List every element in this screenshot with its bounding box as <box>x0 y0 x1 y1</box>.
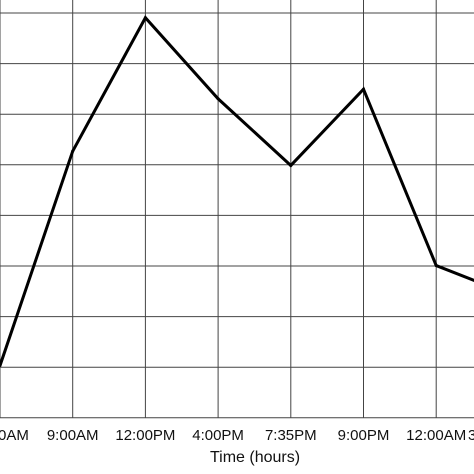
x-tick-label: 7:35PM <box>265 427 317 444</box>
x-tick-label: 9:00PM <box>338 427 390 444</box>
x-tick-label: 9:00AM <box>47 427 99 444</box>
x-tick-label-partial: 3 <box>468 427 474 444</box>
series-line <box>0 15 474 367</box>
x-axis-label: Time (hours) <box>210 449 300 466</box>
data-point <box>143 16 147 20</box>
x-tick-label-partial: 0AM <box>0 427 29 444</box>
data-point <box>362 87 365 91</box>
data-points <box>0 16 438 368</box>
data-point <box>434 264 438 268</box>
data-point <box>216 97 220 101</box>
x-tick-label: 12:00AM <box>406 427 466 444</box>
data-point <box>0 364 2 368</box>
grid <box>0 0 474 419</box>
x-tick-labels: 9:00AM 12:00PM 4:00PM 7:35PM 9:00PM 12:00AM 0A… <box>0 427 474 444</box>
data-point <box>71 149 75 153</box>
x-tick-label: 4:00PM <box>192 427 244 444</box>
x-tick-label: 12:00PM <box>115 427 175 444</box>
data-point <box>289 163 293 167</box>
